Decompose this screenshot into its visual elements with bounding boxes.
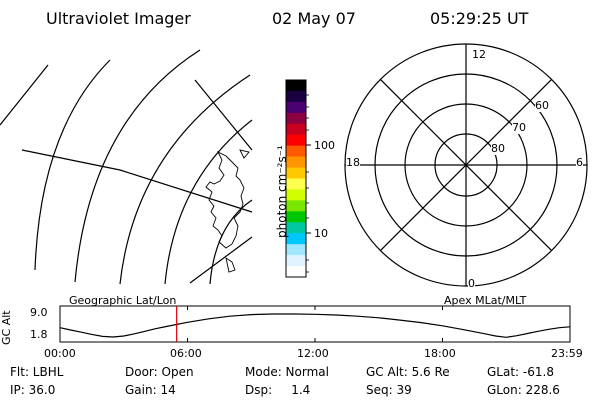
lon-line [21,149,253,213]
lat-circle [164,119,253,285]
colorbar-segment [286,145,306,158]
colorbar-tick-label: 10 [314,227,328,240]
x-tick-label: 18:00 [424,347,456,360]
colorbar-segment [286,211,306,223]
colorbar-segment [286,233,306,245]
colorbar-segment [286,167,306,180]
y-axis-label: GC Alt [0,310,13,345]
lon-line [194,79,253,151]
colorbar-segment [286,156,306,169]
colorbar-segment [286,200,306,212]
gc-alt-label: GC Alt: 5.6 Re [366,365,450,379]
colorbar-segment [286,189,306,201]
mlt-label-12: 12 [472,48,486,61]
lat-label-70: 70 [512,121,526,134]
colorbar-segment [286,255,306,267]
colorbar-segment [286,123,306,136]
colorbar-segment [286,80,306,92]
filter-label: Flt: LBHL [10,365,64,379]
y-tick-label: 9.0 [30,306,48,319]
dsp-label: Dsp: 1.4 [245,383,311,397]
glon-label: GLon: 228.6 [487,383,560,397]
lat-circle [209,199,253,285]
mode-label: Mode: Normal [245,365,329,379]
mlt-label-6: 6 [576,156,583,169]
colorbar-segment [286,112,306,125]
altitude-series-line [59,313,571,338]
mlt-line-diag [379,78,553,252]
lat-label-60: 60 [535,99,549,112]
mlt-label-18: 18 [346,156,360,169]
lon-line [0,64,49,126]
colorbar-segment [286,266,306,278]
x-tick-label: 00:00 [44,347,76,360]
colorbar-segment [286,90,306,103]
coastline [205,149,250,273]
apex-label: Apex MLat/MLT [444,294,527,307]
seq-label: Seq: 39 [366,383,412,397]
lat-circle [34,59,111,271]
lat-circle [119,74,251,285]
y-tick-label: 1.8 [30,328,48,341]
glat-label: GLat: -61.8 [487,365,554,379]
lon-line [189,236,253,284]
x-tick-label: 06:00 [170,347,202,360]
colorbar-segment [286,222,306,234]
lat-label-80: 80 [491,142,505,155]
x-tick-label: 23:59 [551,347,583,360]
door-label: Door: Open [125,365,194,379]
date-label: 02 May 07 [272,9,356,28]
time-label: 05:29:25 UT [430,9,529,28]
ip-label: IP: 36.0 [10,383,56,397]
x-tick-label: 12:00 [297,347,329,360]
colorbar-segment [286,134,306,147]
mlt-label-0: 0 [468,277,475,290]
instrument-title: Ultraviolet Imager [46,9,191,28]
colorbar-tick-label: 100 [314,139,335,152]
lat-circle [74,49,201,283]
gain-label: Gain: 14 [125,383,176,397]
colorbar-segment [286,178,306,191]
geographic-label: Geographic Lat/Lon [69,294,177,307]
plot-frame [59,305,571,343]
colorbar-segment [286,244,306,256]
colorbar-segment [286,101,306,114]
